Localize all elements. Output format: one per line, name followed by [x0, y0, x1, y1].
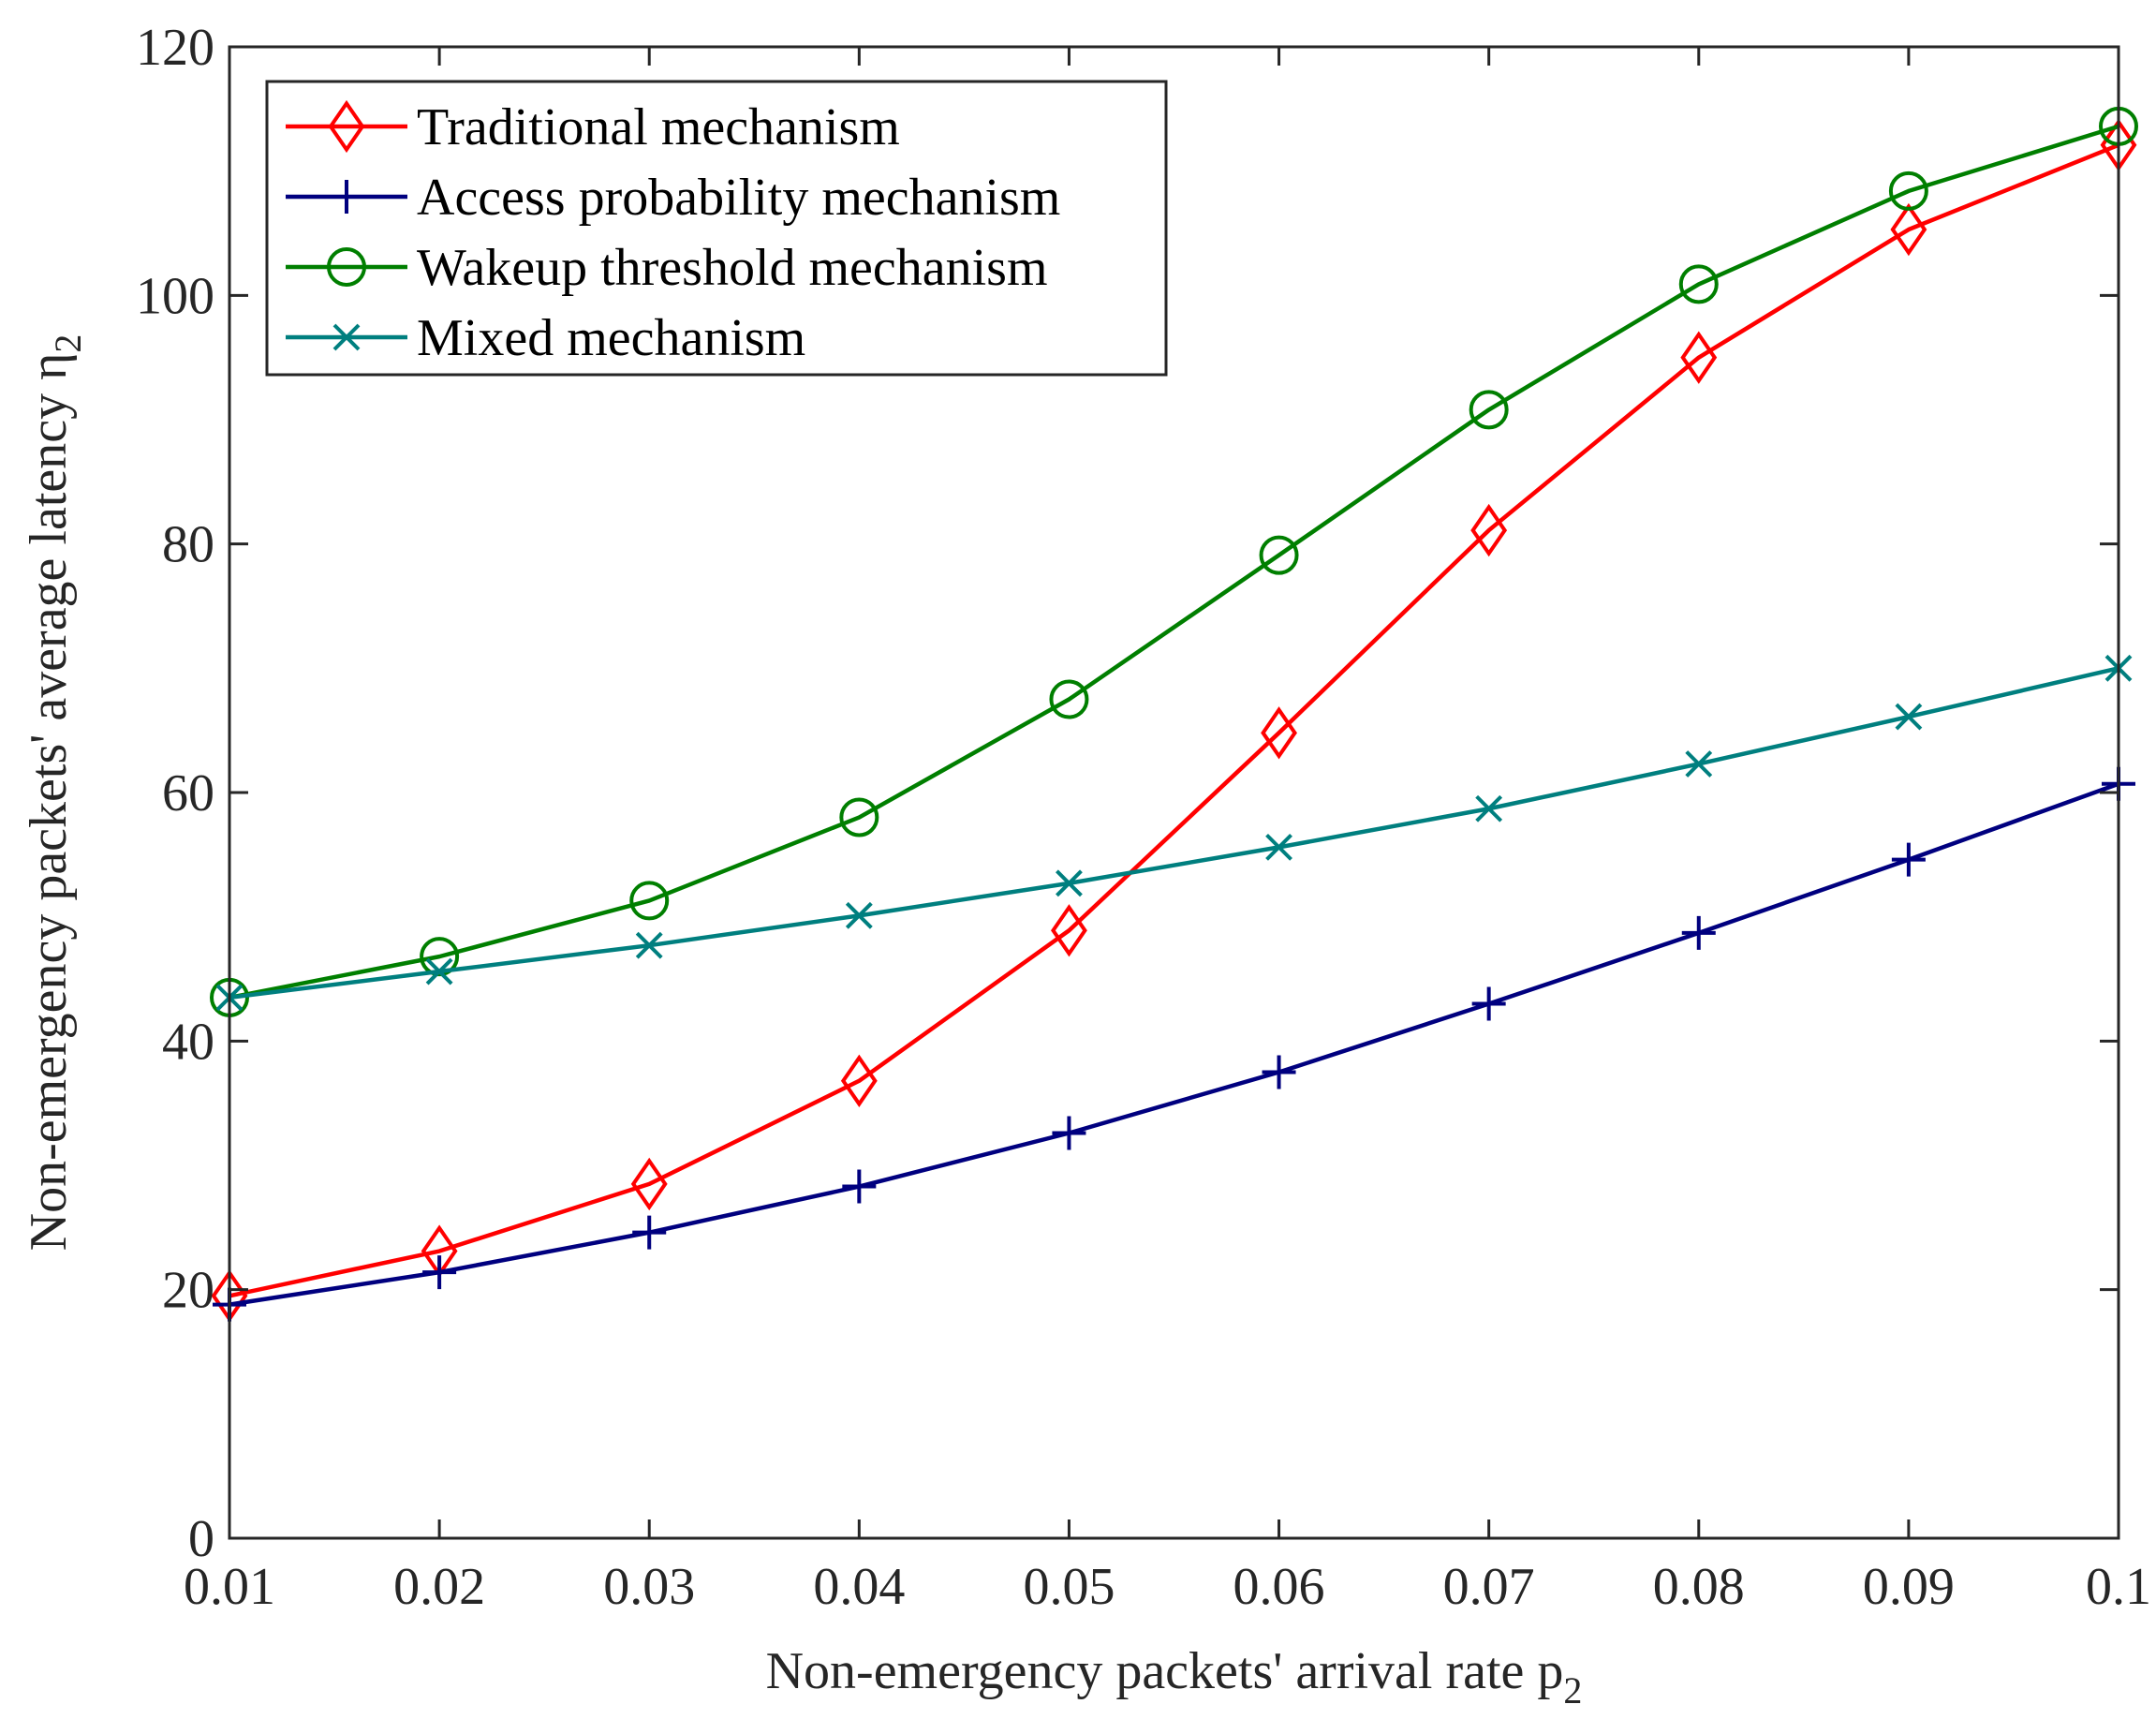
- data-point: [1262, 1055, 1296, 1089]
- data-point: [630, 1157, 668, 1211]
- series-line: [229, 124, 2119, 1000]
- x-tick-label: 0.05: [1023, 1558, 1115, 1616]
- legend-marker: [332, 323, 361, 351]
- y-tick-label: 0: [188, 1510, 214, 1568]
- series-line: [229, 666, 2119, 1000]
- x-tick-label: 0.08: [1653, 1558, 1745, 1616]
- x-tick-label: 0.06: [1233, 1558, 1325, 1616]
- data-point: [839, 797, 879, 837]
- legend-label: Mixed mechanism: [417, 309, 805, 367]
- y-tick-label: 120: [136, 19, 214, 77]
- y-tick-label: 20: [162, 1262, 214, 1320]
- data-point: [842, 1169, 877, 1204]
- legend-entry: Traditional mechanism: [286, 98, 900, 156]
- data-point: [1471, 986, 1506, 1021]
- data-point: [420, 937, 460, 977]
- x-tick-label: 0.04: [813, 1558, 905, 1616]
- legend-entry: Mixed mechanism: [286, 309, 805, 367]
- plot-area: [210, 106, 2138, 1323]
- axes: 0.01 0.02 0.03 0.04 0.05 0.06 0.07 0.08 0.09 0.1 0…: [20, 19, 2151, 1712]
- data-point: [1475, 794, 1503, 823]
- data-point: [1469, 390, 1509, 430]
- data-point: [1259, 535, 1299, 575]
- data-point: [1678, 264, 1719, 304]
- data-point: [1470, 503, 1508, 557]
- y-tick-label: 60: [162, 764, 214, 823]
- data-point: [1052, 1116, 1086, 1150]
- legend-label: Access probability mechanism: [417, 169, 1060, 227]
- x-tick-label: 0.01: [184, 1558, 275, 1616]
- y-tick-label: 80: [162, 516, 214, 574]
- data-point: [1895, 703, 1923, 731]
- series-line: [229, 142, 2119, 1298]
- x-tick-label: 0.02: [393, 1558, 485, 1616]
- data-point: [1261, 706, 1297, 760]
- data-point: [1681, 915, 1716, 950]
- legend-marker: [327, 247, 366, 287]
- y-axis-title: Non-emergency packets' average latency η…: [20, 334, 89, 1252]
- data-point: [1265, 833, 1292, 861]
- x-tick-label: 0.03: [603, 1558, 695, 1616]
- data-point: [1056, 869, 1083, 897]
- data-point: [425, 957, 453, 986]
- series-line: [229, 781, 2119, 1307]
- data-point: [629, 881, 670, 921]
- x-tick-label: 0.09: [1863, 1558, 1955, 1616]
- data-point: [1685, 750, 1713, 778]
- series-2: [210, 106, 2138, 1017]
- data-point: [422, 1255, 457, 1290]
- data-point: [1890, 202, 1927, 257]
- legend-marker: [330, 180, 363, 214]
- series-1: [213, 766, 2135, 1322]
- data-point: [1680, 331, 1718, 384]
- data-point: [1891, 842, 1926, 877]
- y-tick-label: 40: [162, 1013, 214, 1071]
- data-point: [1888, 170, 1928, 211]
- legend-entry: Access probability mechanism: [286, 169, 1060, 227]
- data-point: [840, 1054, 878, 1107]
- legend-marker: [328, 99, 365, 154]
- data-point: [635, 931, 663, 959]
- legend-label: Wakeup threshold mechanism: [417, 239, 1048, 297]
- x-axis-title: Non-emergency packets' arrival rate p2: [766, 1642, 1583, 1712]
- x-tick-label: 0.1: [2086, 1558, 2151, 1616]
- data-point: [1051, 904, 1087, 957]
- legend: Traditional mechanism Access probability …: [265, 80, 1168, 377]
- data-point: [1049, 679, 1089, 719]
- series-3: [215, 654, 2133, 1012]
- data-point: [845, 901, 873, 929]
- x-tick-label: 0.07: [1443, 1558, 1535, 1616]
- data-point: [632, 1215, 667, 1250]
- legend-entry: Wakeup threshold mechanism: [286, 239, 1048, 297]
- legend-box: [265, 80, 1168, 377]
- legend-label: Traditional mechanism: [417, 98, 900, 156]
- y-tick-label: 100: [136, 267, 214, 325]
